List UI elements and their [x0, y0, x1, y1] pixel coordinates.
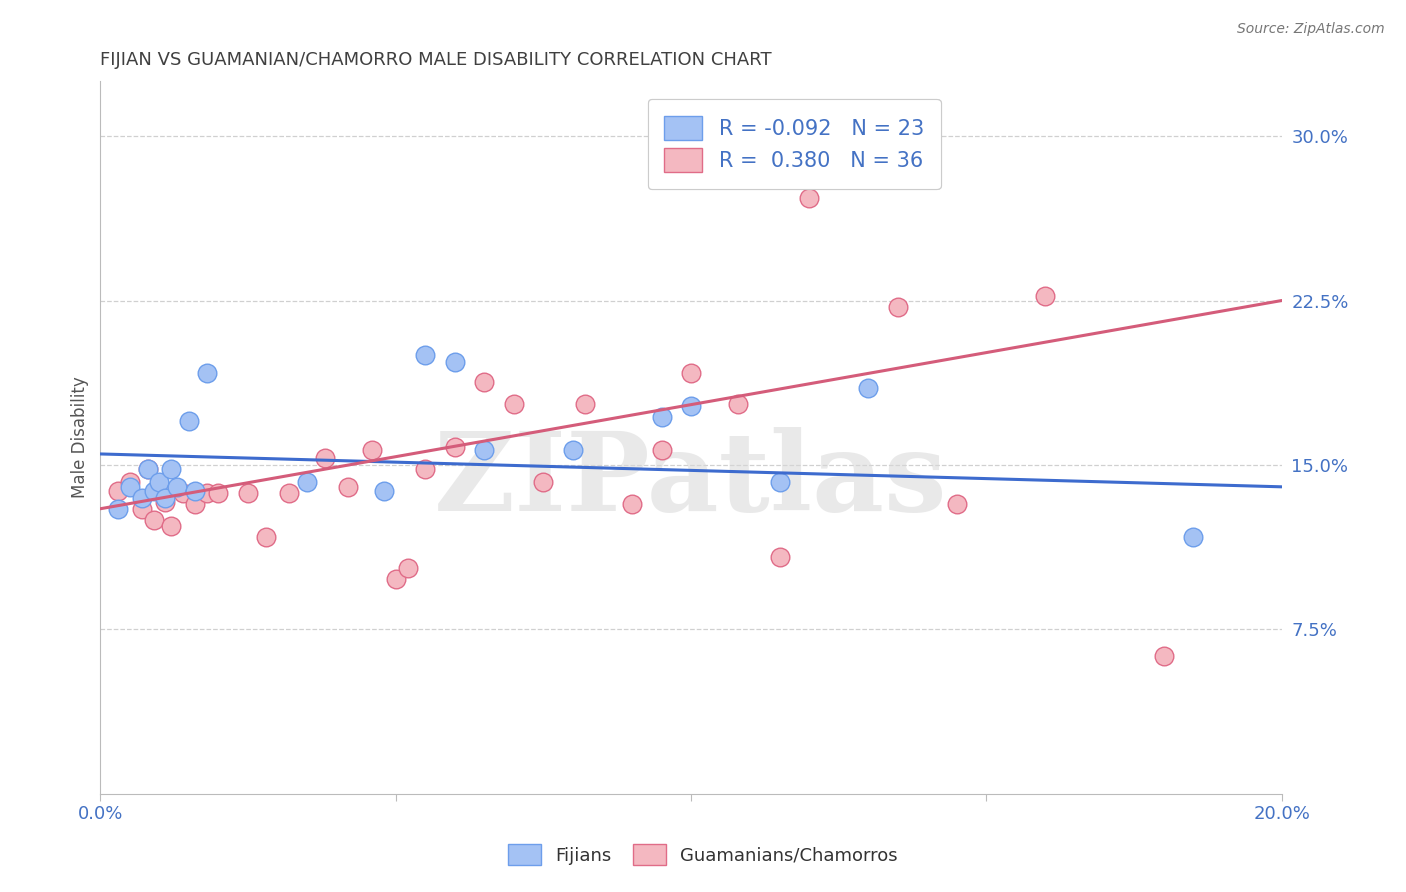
Point [650, 442, 672, 457]
Point [531, 475, 554, 490]
Point [799, 190, 821, 204]
Point [254, 530, 277, 544]
Point [443, 355, 465, 369]
Point [384, 572, 406, 586]
Point [1035, 289, 1057, 303]
Text: Source: ZipAtlas.com: Source: ZipAtlas.com [1237, 22, 1385, 37]
Point [148, 475, 170, 490]
Point [413, 348, 436, 362]
Point [155, 495, 177, 509]
Point [561, 442, 583, 457]
Point [195, 486, 218, 500]
Point [1153, 648, 1175, 663]
Point [650, 409, 672, 424]
Point [155, 491, 177, 505]
Point [131, 491, 153, 505]
Point [142, 484, 165, 499]
Point [295, 475, 318, 490]
Point [472, 375, 495, 389]
Point [620, 497, 643, 511]
Point [118, 480, 141, 494]
Point [177, 414, 200, 428]
Point [236, 486, 259, 500]
Text: FIJIAN VS GUAMANIAN/CHAMORRO MALE DISABILITY CORRELATION CHART: FIJIAN VS GUAMANIAN/CHAMORRO MALE DISABI… [100, 51, 772, 69]
Point [887, 300, 910, 314]
Point [107, 484, 129, 499]
Point [172, 486, 194, 500]
Point [136, 462, 159, 476]
Legend: Fijians, Guamanians/Chamorros: Fijians, Guamanians/Chamorros [499, 835, 907, 874]
Point [1182, 530, 1205, 544]
Point [769, 549, 792, 564]
Point [502, 396, 524, 410]
Point [195, 366, 218, 380]
Point [769, 475, 792, 490]
Point [160, 462, 183, 476]
Point [396, 561, 419, 575]
Legend: R = -0.092   N = 23, R =  0.380   N = 36: R = -0.092 N = 23, R = 0.380 N = 36 [648, 99, 941, 189]
Point [118, 475, 141, 490]
Point [858, 381, 880, 395]
Point [160, 519, 183, 533]
Point [337, 480, 360, 494]
Point [727, 396, 749, 410]
Point [184, 497, 207, 511]
Point [574, 396, 596, 410]
Point [148, 480, 170, 494]
Point [107, 501, 129, 516]
Point [679, 399, 702, 413]
Point [131, 501, 153, 516]
Point [679, 366, 702, 380]
Text: ZIPatlas: ZIPatlas [434, 426, 948, 533]
Point [472, 442, 495, 457]
Point [207, 486, 229, 500]
Y-axis label: Male Disability: Male Disability [72, 376, 89, 499]
Point [278, 486, 301, 500]
Point [373, 484, 395, 499]
Point [166, 480, 188, 494]
Point [946, 497, 969, 511]
Point [413, 462, 436, 476]
Point [142, 513, 165, 527]
Point [136, 462, 159, 476]
Point [184, 484, 207, 499]
Point [314, 451, 336, 466]
Point [443, 441, 465, 455]
Point [361, 442, 384, 457]
